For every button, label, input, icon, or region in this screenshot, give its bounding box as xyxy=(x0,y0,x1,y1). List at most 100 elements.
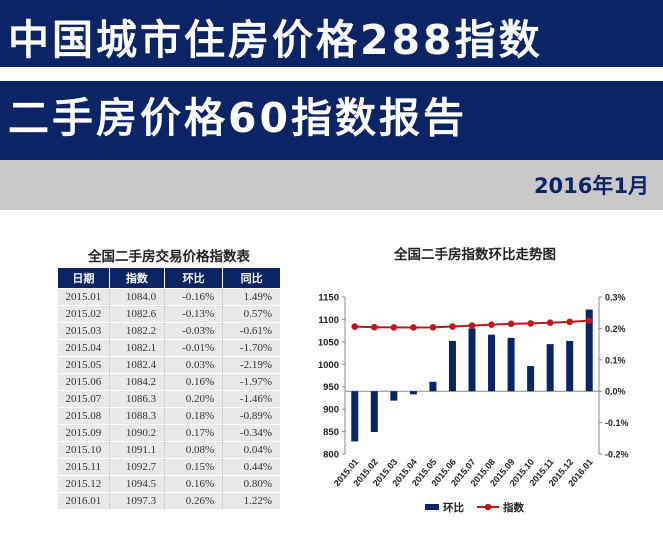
cell-yoy: 1.22% xyxy=(222,492,280,509)
cell-date: 2015.05 xyxy=(58,356,110,374)
cell-date: 2015.01 xyxy=(58,288,110,306)
cell-index: 1094.5 xyxy=(108,475,165,493)
mom-bar-2016.01 xyxy=(585,309,593,392)
mom-bar-2015.02 xyxy=(370,391,378,433)
cell-date: 2015.12 xyxy=(58,475,110,493)
index-point-2015.11 xyxy=(546,319,554,327)
cell-index: 1084.0 xyxy=(108,288,165,306)
index-point-2015.02 xyxy=(371,323,378,331)
index-point-2015.01 xyxy=(351,323,359,330)
table-row: 2016.01 1097.3 0.26% 1.22% xyxy=(58,492,280,509)
mom-bar-2015.04 xyxy=(409,391,417,395)
cell-date: 2015.04 xyxy=(58,339,110,357)
cell-yoy: -1.97% xyxy=(222,373,280,391)
table-row: 2015.06 1084.2 0.16% -1.97% xyxy=(58,373,280,391)
legend-label-mom: 环比 xyxy=(443,501,464,514)
mom-bar-2015.05 xyxy=(429,381,437,392)
cell-index: 1082.2 xyxy=(108,322,165,340)
cell-mom: -0.16% xyxy=(164,288,223,306)
cell-index: 1090.2 xyxy=(108,424,165,442)
mom-bar-2015.09 xyxy=(507,337,515,392)
table-row: 2015.03 1082.2 -0.03% -0.61% xyxy=(58,322,280,340)
cell-date: 2016.01 xyxy=(58,492,110,509)
index-point-2015.08 xyxy=(488,321,495,328)
cell-mom: -0.01% xyxy=(164,339,223,357)
index-point-2015.09 xyxy=(507,320,515,328)
mom-bar-2015.11 xyxy=(546,344,554,392)
table-row: 2015.08 1088.3 0.18% -0.89% xyxy=(58,407,280,425)
cell-yoy: -1.46% xyxy=(222,390,280,408)
mom-bar-2015.12 xyxy=(566,340,574,392)
cell-mom: 0.17% xyxy=(164,424,223,442)
index-point-2015.12 xyxy=(566,318,573,326)
mom-bar-2015.10 xyxy=(527,366,535,392)
cell-date: 2015.10 xyxy=(58,441,110,459)
cell-date: 2015.07 xyxy=(58,390,110,408)
table-row: 2015.04 1082.1 -0.01% -1.70% xyxy=(58,339,280,357)
cell-mom: 0.20% xyxy=(164,390,223,408)
cell-index: 1082.6 xyxy=(108,305,165,323)
price-index-table: 日期 指数 环比 同比 2015.01 1084.0 -0.16% 1.49% 2015… xyxy=(58,268,280,509)
right-tick-label: 0.0% xyxy=(605,387,626,397)
col-header-yoy: 同比 xyxy=(222,268,280,289)
cell-date: 2015.06 xyxy=(58,373,110,391)
cell-date: 2015.08 xyxy=(58,407,110,425)
cell-index: 1097.3 xyxy=(108,492,165,509)
cell-date: 2015.03 xyxy=(58,322,110,340)
left-tick-label: 950 xyxy=(323,382,339,393)
left-tick-label: 850 xyxy=(323,427,339,438)
cell-index: 1086.3 xyxy=(108,390,165,408)
cell-index: 1092.7 xyxy=(108,458,165,476)
table-row: 2015.01 1084.0 -0.16% 1.49% xyxy=(58,288,280,306)
banner-divider xyxy=(0,67,663,81)
table-header-row: 日期 指数 环比 同比 xyxy=(58,268,280,289)
report-date: 2016年1月 xyxy=(533,174,649,198)
cell-index: 1082.4 xyxy=(108,356,165,374)
cell-mom: -0.03% xyxy=(164,322,223,340)
cell-yoy: 0.80% xyxy=(222,475,280,493)
table-row: 2015.07 1086.3 0.20% -1.46% xyxy=(58,390,280,408)
right-tick-label: -0.1% xyxy=(605,418,629,428)
index-point-2015.03 xyxy=(390,324,398,331)
col-header-date: 日期 xyxy=(58,268,110,289)
mom-bar-2015.06 xyxy=(448,340,456,392)
cell-yoy: -0.61% xyxy=(222,322,280,340)
mom-bar-2015.08 xyxy=(488,334,496,392)
cell-yoy: -0.89% xyxy=(222,407,280,425)
cell-mom: 0.15% xyxy=(164,458,223,476)
cell-index: 1088.3 xyxy=(108,407,165,425)
report-title-line2: 二手房价格60指数报告 xyxy=(8,94,468,142)
cell-mom: -0.13% xyxy=(164,305,223,323)
index-point-2016.01 xyxy=(585,317,593,324)
mom-bar-2015.07 xyxy=(468,328,476,392)
mom-trend-chart: 1150 1100 1050 1000 950 900 850 800 0.3% 0.2% 0.1%… xyxy=(318,293,629,515)
right-tick-label: -0.2% xyxy=(605,450,629,460)
index-point-2015.10 xyxy=(527,320,534,327)
table-row: 2015.11 1092.7 0.15% 0.44% xyxy=(58,458,280,476)
cell-mom: 0.18% xyxy=(164,407,223,425)
index-point-2015.04 xyxy=(410,324,417,331)
col-header-mom: 环比 xyxy=(164,268,223,289)
index-point-2015.06 xyxy=(449,323,456,330)
cell-yoy: 0.44% xyxy=(222,458,280,476)
cell-mom: 0.03% xyxy=(164,356,223,374)
cell-date: 2015.11 xyxy=(58,458,110,476)
table-row: 2015.02 1082.6 -0.13% 0.57% xyxy=(58,305,280,323)
cell-mom: 0.26% xyxy=(164,492,223,509)
cell-yoy: -0.34% xyxy=(222,424,280,442)
cell-yoy: -1.70% xyxy=(222,339,280,357)
cell-date: 2015.09 xyxy=(58,424,110,442)
date-bar xyxy=(0,160,663,210)
cell-mom: 0.16% xyxy=(164,475,223,493)
report-title-line1: 中国城市住房价格288指数 xyxy=(8,16,543,64)
cell-date: 2015.02 xyxy=(58,305,110,323)
col-header-index: 指数 xyxy=(108,268,165,289)
legend-label-index: 指数 xyxy=(503,501,524,514)
table-row: 2015.12 1094.5 0.16% 0.80% xyxy=(58,475,280,493)
cell-index: 1082.1 xyxy=(108,339,165,357)
table-title: 全国二手房交易价格指数表 xyxy=(88,249,250,265)
cell-yoy: 0.04% xyxy=(222,441,280,459)
table-row: 2015.09 1090.2 0.17% -0.34% xyxy=(58,424,280,442)
cell-yoy: -2.19% xyxy=(222,356,280,374)
right-tick-label: 0.1% xyxy=(605,355,626,365)
